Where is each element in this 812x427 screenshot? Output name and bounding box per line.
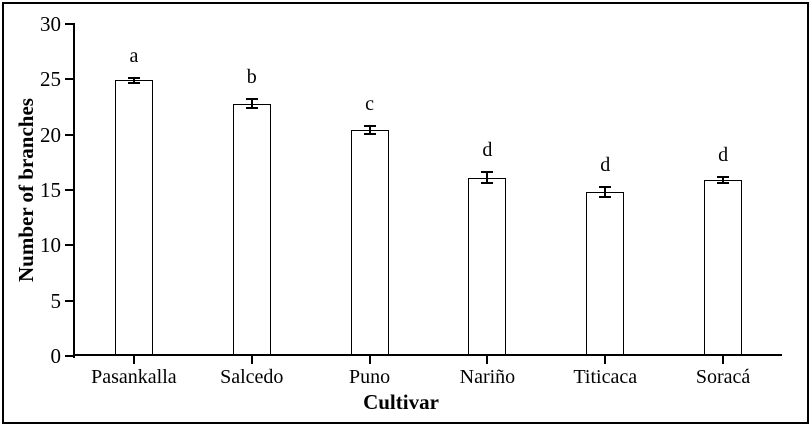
x-tick-label-pasankalla: Pasankalla [91,366,177,388]
x-tick-puno [368,356,371,364]
error-bar-cap-bottom-titicaca [599,196,612,199]
error-bar-whisker-puno [368,126,371,135]
error-bar-whisker-salcedo [250,99,253,109]
y-tick-label-0: 0 [50,344,62,368]
bar-narino [468,177,507,356]
significance-letter-puno: c [365,93,375,116]
x-tick-label-soraca: Soracá [695,366,751,388]
error-bar-whisker-soraca [722,176,725,184]
x-tick-pasankalla [132,356,135,364]
error-bar-cap-top-titicaca [599,186,612,189]
x-axis-line [73,354,782,356]
x-tick-salcedo [250,356,253,364]
error-bar-cap-top-soraca [717,175,730,178]
y-tick-label-10: 10 [40,233,61,258]
significance-letter-pasankalla: a [129,44,139,67]
error-bar-cap-bottom-soraca [717,182,730,185]
bar-pasankalla [114,80,153,356]
significance-letter-titicaca: d [600,154,611,177]
y-tick-30 [65,23,73,25]
error-bar-whisker-pasankalla [132,77,135,84]
error-bar-cap-top-pasankalla [127,76,140,79]
bar-soraca [704,180,743,356]
error-bar-whisker-titicaca [604,187,607,198]
y-tick-0 [65,355,73,357]
y-tick-label-30: 30 [40,12,61,36]
error-bar-cap-top-puno [363,125,376,128]
y-tick-label-15: 15 [40,178,61,202]
y-tick-20 [65,133,73,136]
y-tick-5 [65,299,73,302]
y-tick-10 [65,244,73,247]
error-bar-cap-bottom-salcedo [245,107,258,110]
x-tick-label-narino: Nariño [459,366,516,388]
y-tick-label-5: 5 [50,288,62,313]
error-bar-cap-bottom-narino [481,182,494,185]
y-axis-line [73,23,75,358]
bar-titicaca [586,192,625,356]
significance-letter-narino: d [482,139,493,162]
y-tick-15 [65,189,73,191]
significance-letter-soraca: d [718,143,729,166]
bar-salcedo [232,103,271,356]
x-tick-narino [486,356,489,364]
significance-letter-salcedo: b [246,66,257,89]
x-tick-soraca [722,356,725,364]
x-tick-label-salcedo: Salcedo [220,366,284,388]
error-bar-cap-bottom-puno [363,133,376,136]
error-bar-cap-top-salcedo [245,98,258,101]
error-bar-cap-top-narino [481,171,494,174]
y-tick-label-25: 25 [40,67,61,92]
y-tick-25 [65,78,73,81]
error-bar-cap-bottom-pasankalla [127,82,140,85]
x-tick-label-puno: Puno [349,366,391,388]
x-tick-label-titicaca: Titicaca [573,366,638,388]
x-axis-title: Cultivar [363,390,439,414]
x-tick-titicaca [604,356,607,364]
y-tick-label-20: 20 [40,122,61,147]
error-bar-whisker-narino [486,172,489,184]
bar-puno [350,130,389,356]
